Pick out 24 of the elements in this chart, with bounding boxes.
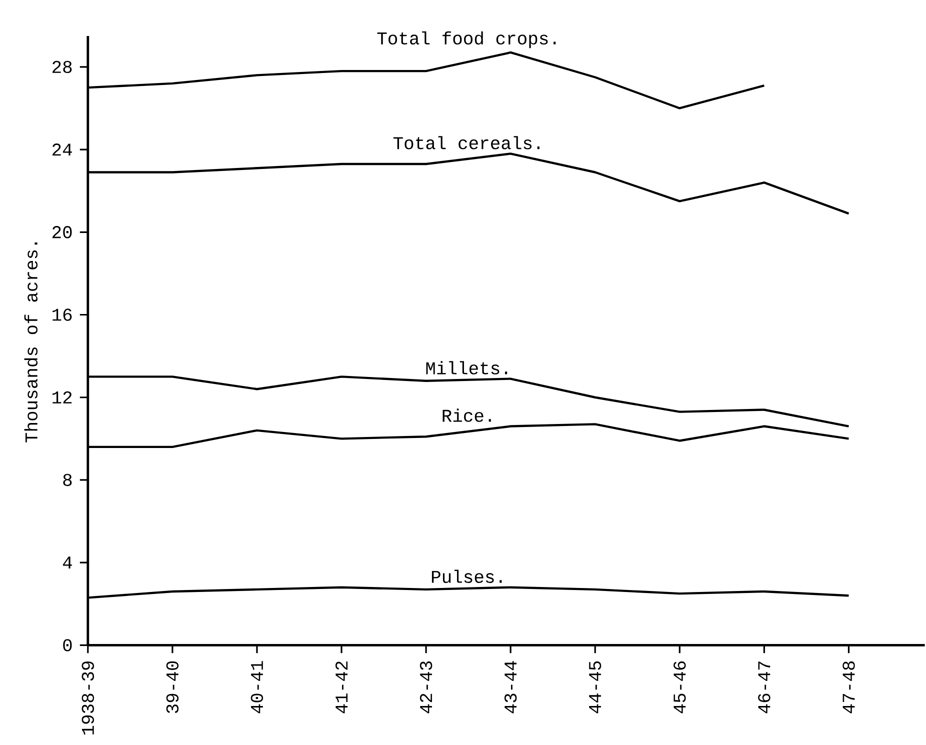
series-label: Millets. — [426, 361, 508, 374]
x-tick-label: 45-46 — [674, 661, 686, 714]
y-tick-label: 4 — [62, 556, 72, 568]
x-tick-label: 39-40 — [166, 661, 179, 714]
y-tick-label: 28 — [52, 60, 72, 74]
series-label: Total cereals. — [393, 136, 540, 150]
series-label: Rice. — [442, 408, 491, 422]
x-tick-label: 47-48 — [842, 661, 855, 714]
x-tick-label: 41-42 — [335, 661, 348, 714]
x-tick-label: 46-47 — [758, 662, 770, 714]
y-tick-label: 12 — [52, 391, 72, 404]
x-tick-label: 43-44 — [504, 661, 517, 714]
x-tick-label: 40-41 — [250, 661, 264, 714]
y-tick-label: 0 — [63, 639, 72, 652]
y-tick-label: 16 — [52, 308, 72, 321]
x-tick-label: 42-43 — [420, 661, 432, 714]
y-tick-label: 8 — [63, 474, 72, 486]
x-tick-label: 1938-39 — [82, 661, 94, 734]
y-axis-title: Thousands of acres. — [24, 242, 38, 442]
series-label: Pulses. — [432, 570, 502, 583]
y-tick-label: 24 — [52, 143, 72, 156]
series-label: Total food crops. — [377, 31, 556, 48]
x-tick-label: 44-45 — [589, 661, 602, 714]
y-tick-label: 20 — [52, 226, 72, 238]
